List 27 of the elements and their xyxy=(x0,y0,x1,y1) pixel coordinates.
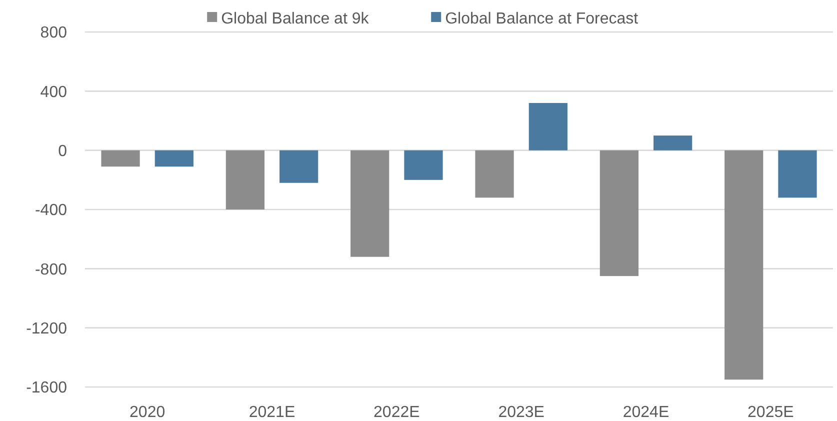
y-tick-label: -400 xyxy=(34,202,68,220)
bar xyxy=(101,150,140,167)
x-tick-label: 2024E xyxy=(622,404,670,421)
y-tick-label: 0 xyxy=(58,142,68,160)
bar xyxy=(475,150,514,198)
bar xyxy=(778,150,817,198)
bar xyxy=(404,150,443,180)
bar xyxy=(350,150,390,257)
y-tick-label: 800 xyxy=(40,24,68,42)
bar xyxy=(154,150,194,167)
y-tick-label: -1600 xyxy=(26,380,68,397)
legend-label: Global Balance at 9k xyxy=(221,10,370,28)
bar xyxy=(226,150,264,210)
x-tick-label: 2022E xyxy=(374,404,420,421)
legend-label: Global Balance at Forecast xyxy=(445,10,639,28)
y-tick-label: -1200 xyxy=(26,320,68,338)
bar xyxy=(280,150,318,183)
x-tick-label: 2020 xyxy=(130,404,166,421)
bar xyxy=(528,103,568,150)
bar xyxy=(654,136,692,150)
y-tick-label: 400 xyxy=(40,84,68,101)
x-tick-label: 2021E xyxy=(248,404,296,421)
bar xyxy=(724,150,764,380)
bar xyxy=(600,150,638,276)
x-tick-label: 2023E xyxy=(498,404,544,421)
y-tick-label: -800 xyxy=(34,261,68,278)
x-tick-label: 2025E xyxy=(748,404,794,421)
